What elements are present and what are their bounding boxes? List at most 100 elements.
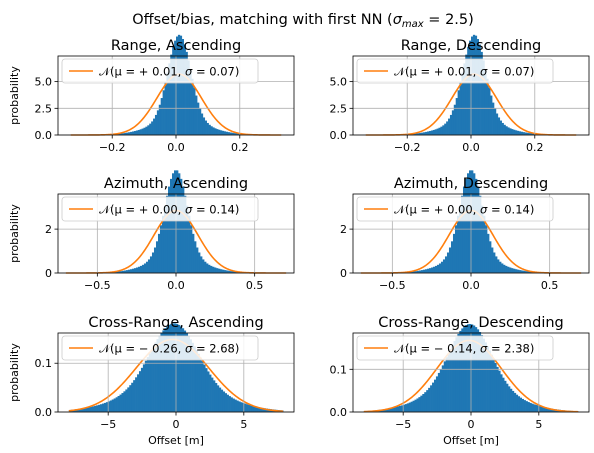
histogram-bar [474,35,478,135]
y-axis-label: probability [8,66,21,125]
legend-box [61,196,259,222]
legend: 𝒩(μ = + 0.01, σ = 0.07) [61,58,259,84]
histogram-bar [191,78,194,135]
histogram-bar [127,387,130,412]
histogram-bar [480,51,483,136]
y-tick-label: 0.1 [35,357,53,370]
histogram-bar [214,382,218,412]
histogram-bar [443,361,447,412]
histogram-bar [122,133,125,135]
histogram-bar [220,130,223,135]
histogram-bar [509,267,512,273]
histogram-bar [387,408,390,412]
histogram-bar [211,377,214,412]
y-tick-label: 0.0 [330,406,348,419]
histogram-bar [201,361,204,412]
histogram-bar [420,270,424,273]
histogram-bar [225,131,229,135]
legend: 𝒩(μ = + 0.00, σ = 0.14) [61,196,259,222]
histogram-bar [550,408,554,412]
histogram-bar [503,264,506,273]
histogram-bar [472,325,476,412]
normal-symbol: 𝒩 [394,342,408,356]
histogram-bar [90,406,93,412]
histogram-bar [174,40,177,135]
histogram-bar [498,370,501,412]
histogram-bar [142,364,146,412]
legend-label-part: = 2.68) [192,342,239,356]
histogram-bar [189,69,192,135]
legend-label-part: = 0.14) [192,203,239,217]
subplot-2: −0.2 0.0 0.2 0.0 2.5 5.0 Range, Descending 𝒩(μ … [330,34,590,154]
histogram-bar [214,267,217,273]
histogram-bar [129,385,132,412]
histogram-bar [464,178,468,273]
histogram-bar [415,133,418,135]
histogram-bar [158,335,161,412]
legend: 𝒩(μ = + 0.00, σ = 0.14) [356,196,554,222]
histogram-bar [529,271,532,273]
histogram-bar [119,394,122,412]
histogram-bar [250,405,253,412]
histogram-bar [176,36,179,135]
histogram-bar [484,69,487,135]
y-tick-label: 2 [45,223,52,236]
histogram-bar [183,330,187,412]
histogram-bar [96,405,99,412]
histogram-bar [216,129,219,135]
histogram-bar [76,409,79,412]
histogram-bar [223,131,227,135]
histogram-bar [146,357,150,412]
y-tick-label: 0.0 [35,129,53,142]
histogram-bar [137,129,140,135]
x-tick-label: −0.5 [84,279,111,292]
histogram-bar [434,265,438,273]
histogram-bar [482,338,485,412]
histogram-bar [182,186,185,273]
histogram-bar [451,344,454,412]
histogram-bar [497,259,500,273]
histogram-bar [228,396,231,412]
histogram-bar [115,397,118,412]
histogram-bar [515,269,518,273]
figure-title: Offset/bias, matching with first NN (σma… [132,12,474,30]
histogram-bar [196,247,199,273]
histogram-bar [433,379,437,412]
histogram-bar [100,404,103,412]
histogram-bar [466,173,470,273]
histogram-bar [460,195,464,273]
x-tick-label: 0.2 [231,141,249,154]
histogram-bar [244,403,247,412]
y-axis-label: probability [8,204,21,263]
histogram-bar [121,393,124,412]
histogram-bar [230,271,233,273]
histogram-bar [111,399,115,412]
histogram-bar [416,398,419,412]
histogram-bar [124,132,127,135]
histogram-bar [454,225,458,273]
histogram-bar [488,350,491,412]
histogram-bar [471,36,474,135]
histogram-bar [493,108,497,135]
histogram-bar [442,125,445,135]
histogram-bar [206,122,209,135]
histogram-bar [541,406,544,412]
histogram-bar [125,270,129,273]
histogram-bar [518,131,522,135]
histogram-bar [492,102,495,135]
histogram-bar [123,391,126,412]
legend-box [356,58,554,84]
histogram-bar [176,170,179,273]
histogram-bar [118,133,121,135]
legend-box [61,335,259,361]
histogram-bar [519,397,523,412]
histogram-bar [507,266,510,273]
histogram-bar [511,390,515,412]
histogram-bar [440,126,443,135]
histogram-bar [86,407,89,412]
histogram-bar [436,264,440,273]
histogram-bar [185,333,189,412]
histogram-bar [184,195,187,273]
histogram-bar [428,131,432,135]
legend-label: 𝒩(μ = − 0.26, σ = 2.68) [99,342,239,356]
